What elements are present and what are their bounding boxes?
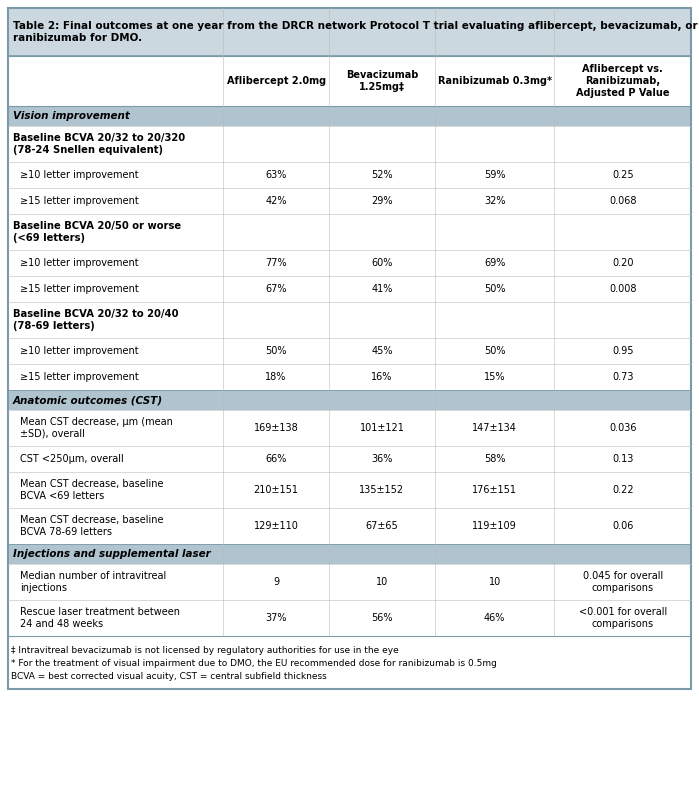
Bar <box>8 106 691 126</box>
Text: 0.13: 0.13 <box>612 454 633 464</box>
Text: ≥15 letter improvement: ≥15 letter improvement <box>20 372 138 382</box>
Text: 56%: 56% <box>371 613 393 623</box>
Text: 15%: 15% <box>484 372 505 382</box>
Text: Mean CST decrease, baseline
BCVA <69 letters: Mean CST decrease, baseline BCVA <69 let… <box>20 479 164 501</box>
Bar <box>8 600 691 636</box>
Text: 60%: 60% <box>371 258 393 268</box>
Text: Bevacizumab
1.25mg‡: Bevacizumab 1.25mg‡ <box>346 70 418 91</box>
Bar <box>8 276 691 302</box>
Text: ≥10 letter improvement: ≥10 letter improvement <box>20 346 138 356</box>
Text: 16%: 16% <box>371 372 393 382</box>
Text: 69%: 69% <box>484 258 505 268</box>
Text: ≥15 letter improvement: ≥15 letter improvement <box>20 196 138 206</box>
Text: 0.20: 0.20 <box>612 258 633 268</box>
Bar <box>8 410 691 446</box>
Text: 129±110: 129±110 <box>254 521 298 531</box>
Text: 169±138: 169±138 <box>254 423 298 433</box>
Text: Baseline BCVA 20/32 to 20/40
(78-69 letters): Baseline BCVA 20/32 to 20/40 (78-69 lett… <box>13 309 178 331</box>
Bar <box>8 302 691 338</box>
Bar <box>8 472 691 508</box>
Text: 210±151: 210±151 <box>254 485 298 495</box>
Text: 10: 10 <box>376 577 388 587</box>
Text: 0.008: 0.008 <box>609 284 637 294</box>
Text: 59%: 59% <box>484 170 505 180</box>
Text: 18%: 18% <box>266 372 287 382</box>
Text: 66%: 66% <box>266 454 287 464</box>
Text: 147±134: 147±134 <box>473 423 517 433</box>
Text: 63%: 63% <box>266 170 287 180</box>
Text: 29%: 29% <box>371 196 393 206</box>
Bar <box>8 188 691 214</box>
Text: 50%: 50% <box>484 284 505 294</box>
Text: Median number of intravitreal
injections: Median number of intravitreal injections <box>20 571 166 593</box>
Text: Table 2: Final outcomes at one year from the DRCR network Protocol T trial evalu: Table 2: Final outcomes at one year from… <box>13 21 698 43</box>
Text: CST <250μm, overall: CST <250μm, overall <box>20 454 124 464</box>
Text: 135±152: 135±152 <box>359 485 405 495</box>
Text: 176±151: 176±151 <box>472 485 517 495</box>
Bar <box>8 8 691 56</box>
Text: 45%: 45% <box>371 346 393 356</box>
Text: 10: 10 <box>489 577 500 587</box>
Text: 42%: 42% <box>266 196 287 206</box>
Text: Mean CST decrease, μm (mean
±SD), overall: Mean CST decrease, μm (mean ±SD), overal… <box>20 417 173 438</box>
Bar <box>8 250 691 276</box>
Text: 41%: 41% <box>371 284 393 294</box>
Text: 9: 9 <box>273 577 279 587</box>
Text: 0.95: 0.95 <box>612 346 633 356</box>
Bar <box>8 364 691 390</box>
Text: 50%: 50% <box>266 346 287 356</box>
Text: Mean CST decrease, baseline
BCVA 78-69 letters: Mean CST decrease, baseline BCVA 78-69 l… <box>20 515 164 537</box>
Text: Aflibercept 2.0mg: Aflibercept 2.0mg <box>226 76 326 86</box>
Bar <box>8 544 691 564</box>
Text: Vision improvement: Vision improvement <box>13 111 130 121</box>
Bar <box>8 126 691 162</box>
Text: ≥10 letter improvement: ≥10 letter improvement <box>20 170 138 180</box>
Bar <box>8 508 691 544</box>
Text: 46%: 46% <box>484 613 505 623</box>
Text: 37%: 37% <box>266 613 287 623</box>
Text: ≥10 letter improvement: ≥10 letter improvement <box>20 258 138 268</box>
Bar <box>8 162 691 188</box>
Text: Ranibizumab 0.3mg*: Ranibizumab 0.3mg* <box>438 76 552 86</box>
Text: Baseline BCVA 20/32 to 20/320
(78-24 Snellen equivalent): Baseline BCVA 20/32 to 20/320 (78-24 Sne… <box>13 133 185 155</box>
Text: Baseline BCVA 20/50 or worse
(<69 letters): Baseline BCVA 20/50 or worse (<69 letter… <box>13 221 181 243</box>
Text: 58%: 58% <box>484 454 505 464</box>
Text: 0.068: 0.068 <box>609 196 637 206</box>
Text: Anatomic outcomes (CST): Anatomic outcomes (CST) <box>13 395 163 405</box>
Text: * For the treatment of visual impairment due to DMO, the EU recommended dose for: * For the treatment of visual impairment… <box>11 659 497 668</box>
Bar <box>8 56 691 106</box>
Bar <box>8 8 691 689</box>
Text: 50%: 50% <box>484 346 505 356</box>
Text: <0.001 for overall
comparisons: <0.001 for overall comparisons <box>579 608 667 629</box>
Bar <box>8 564 691 600</box>
Text: 67±65: 67±65 <box>366 521 398 531</box>
Text: ≥15 letter improvement: ≥15 letter improvement <box>20 284 138 294</box>
Bar <box>8 390 691 410</box>
Text: 101±121: 101±121 <box>359 423 405 433</box>
Text: BCVA = best corrected visual acuity, CST = central subfield thickness: BCVA = best corrected visual acuity, CST… <box>11 672 326 681</box>
Bar <box>8 214 691 250</box>
Text: 0.22: 0.22 <box>612 485 633 495</box>
Text: 77%: 77% <box>265 258 287 268</box>
Text: 52%: 52% <box>371 170 393 180</box>
Text: 0.045 for overall
comparisons: 0.045 for overall comparisons <box>582 571 663 593</box>
Text: 0.73: 0.73 <box>612 372 633 382</box>
Text: 0.25: 0.25 <box>612 170 633 180</box>
Text: 67%: 67% <box>266 284 287 294</box>
Text: 119±109: 119±109 <box>473 521 517 531</box>
Text: 0.036: 0.036 <box>609 423 637 433</box>
Text: ‡ Intravitreal bevacizumab is not licensed by regulatory authorities for use in : ‡ Intravitreal bevacizumab is not licens… <box>11 646 398 655</box>
Text: 0.06: 0.06 <box>612 521 633 531</box>
Text: 32%: 32% <box>484 196 505 206</box>
Text: Injections and supplemental laser: Injections and supplemental laser <box>13 549 211 559</box>
Bar <box>8 446 691 472</box>
Bar <box>8 338 691 364</box>
Text: 36%: 36% <box>371 454 393 464</box>
Text: Rescue laser treatment between
24 and 48 weeks: Rescue laser treatment between 24 and 48… <box>20 608 180 629</box>
Text: Aflibercept vs.
Ranibizumab,
Adjusted P Value: Aflibercept vs. Ranibizumab, Adjusted P … <box>576 65 670 98</box>
